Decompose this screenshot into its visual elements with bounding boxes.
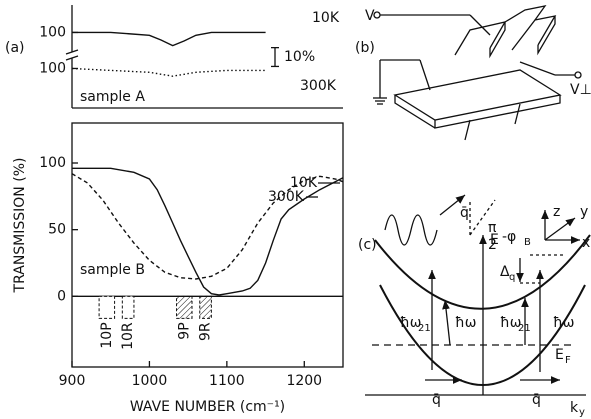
transition-sub: 21 bbox=[518, 323, 531, 334]
x-tick-label: 1000 bbox=[132, 373, 168, 389]
transition-sub: 21 bbox=[418, 323, 431, 334]
laser-line-label: 10R bbox=[120, 322, 136, 350]
angle-num: π bbox=[488, 220, 497, 236]
axis-break bbox=[65, 55, 79, 61]
panel-label: (a) bbox=[5, 40, 25, 56]
y-tick-label: 100 bbox=[39, 155, 66, 171]
hall-voltage-label: V⊥ bbox=[570, 82, 591, 98]
transition-label: ħω bbox=[500, 315, 521, 331]
transition-label: ħω bbox=[455, 315, 476, 331]
series-label: 300K bbox=[268, 189, 305, 205]
series-label: 10K bbox=[312, 10, 340, 26]
sample-label: sample A bbox=[80, 89, 145, 105]
angle-den: 2 bbox=[488, 237, 497, 253]
y-tick-label: 50 bbox=[48, 222, 66, 238]
momentum-axis-label: k bbox=[570, 400, 579, 416]
laser-line bbox=[121, 295, 135, 319]
band-diagram bbox=[365, 234, 591, 396]
angle-phi: -φ bbox=[502, 229, 516, 245]
laser-line-label: 9R bbox=[198, 322, 214, 341]
scale-label: 10% bbox=[284, 49, 315, 65]
laser-line bbox=[98, 295, 116, 319]
series-line bbox=[71, 67, 266, 77]
wavevector-label: q̄ bbox=[532, 392, 541, 408]
axis-x: x bbox=[582, 235, 590, 251]
laser-line bbox=[199, 295, 212, 319]
panel-label: (b) bbox=[355, 40, 375, 56]
x-tick-label: 1100 bbox=[209, 373, 245, 389]
sample-label: sample B bbox=[80, 262, 145, 278]
panel-label: (c) bbox=[358, 237, 377, 253]
gap-sub: q bbox=[509, 272, 515, 283]
y-axis-title: TRANSMISSION (%) bbox=[12, 158, 28, 294]
series-line bbox=[72, 31, 266, 47]
energy-axis-label: E bbox=[490, 232, 499, 248]
series-line bbox=[71, 173, 344, 280]
series-label: 10K bbox=[290, 175, 318, 191]
axis-break bbox=[65, 49, 79, 55]
fermi-sub: F bbox=[565, 355, 571, 366]
transition-label: ħω bbox=[553, 315, 574, 331]
x-tick-label: 1200 bbox=[286, 373, 322, 389]
wavevector-label: q̄ bbox=[432, 392, 441, 408]
laser-line bbox=[176, 295, 193, 319]
plot-frame bbox=[71, 122, 344, 368]
series-label: 300K bbox=[300, 78, 337, 94]
series-line bbox=[72, 167, 344, 296]
laser-line-label: 9P bbox=[176, 322, 192, 339]
laser-line-label: 10P bbox=[99, 322, 115, 348]
axis-z: z bbox=[553, 204, 560, 220]
transition-label: ħω bbox=[400, 315, 421, 331]
y-tick-label: 100 bbox=[39, 60, 66, 76]
x-axis-title: WAVE NUMBER (cm⁻¹) bbox=[130, 399, 285, 415]
y-tick-label: 0 bbox=[57, 288, 66, 304]
x-tick-label: 900 bbox=[59, 373, 86, 389]
axis-y: y bbox=[580, 204, 588, 220]
voltage-label: V bbox=[365, 8, 375, 24]
y-tick-label: 100 bbox=[39, 24, 66, 40]
angle-sub: B bbox=[524, 237, 531, 248]
gap-label: Δ bbox=[500, 264, 510, 280]
hall-bar-drawing bbox=[373, 5, 582, 246]
wavevector-label: q̄ bbox=[460, 205, 469, 221]
fermi-label: E bbox=[555, 347, 564, 363]
momentum-axis-sub: y bbox=[579, 407, 585, 418]
